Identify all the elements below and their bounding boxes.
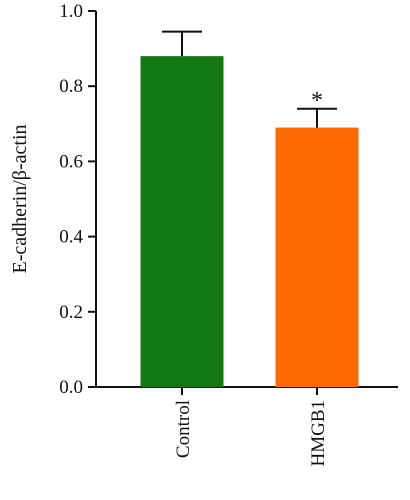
bar-control bbox=[140, 56, 224, 388]
bar-hmgb1 bbox=[275, 127, 359, 387]
y-tick-label: 1.0 bbox=[59, 1, 83, 22]
error-bars-group bbox=[162, 30, 337, 128]
significance-marker: * bbox=[311, 88, 323, 114]
x-tick-label: HMGB1 bbox=[308, 400, 329, 467]
y-tick-label: 0.6 bbox=[59, 151, 83, 172]
annotations-group: * bbox=[311, 88, 323, 114]
y-tick-label: 0.8 bbox=[59, 76, 83, 97]
y-tick-label: 0.0 bbox=[59, 377, 83, 398]
y-axis: 0.0 0.2 0.4 0.6 0.8 1.0 bbox=[59, 1, 97, 398]
x-axis: Control HMGB1 bbox=[95, 386, 398, 467]
bars-group bbox=[140, 56, 359, 388]
y-axis-title: E-cadherin/β-actin bbox=[9, 125, 31, 274]
y-tick-label: 0.2 bbox=[59, 302, 83, 323]
x-tick-label: Control bbox=[173, 400, 194, 458]
y-tick-label: 0.4 bbox=[59, 227, 83, 248]
